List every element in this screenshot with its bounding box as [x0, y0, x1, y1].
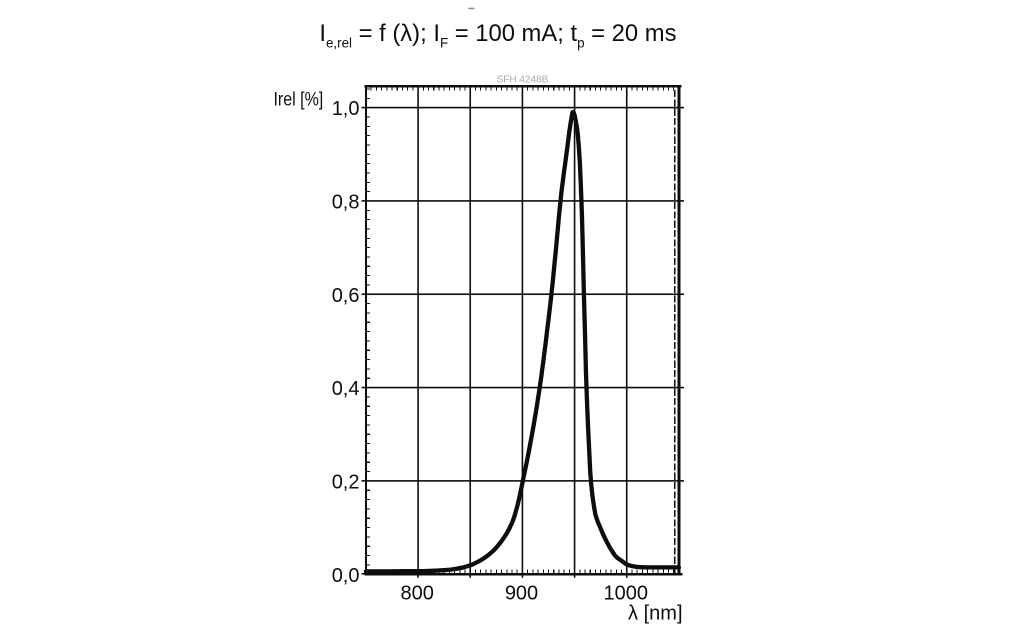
svg-text:Ie,rel = f (λ); IF = 100 mA; t: Ie,rel = f (λ); IF = 100 mA; tp = 20 ms	[319, 20, 676, 51]
svg-text:1,0: 1,0	[332, 98, 360, 120]
svg-text:0,8: 0,8	[332, 192, 360, 214]
svg-text:λ [nm]: λ [nm]	[628, 603, 682, 625]
svg-text:900: 900	[505, 583, 538, 605]
svg-text:0,2: 0,2	[332, 472, 360, 494]
svg-text:Irel [%]: Irel [%]	[274, 88, 324, 110]
svg-text:0,4: 0,4	[332, 378, 360, 400]
svg-text:0,6: 0,6	[332, 285, 360, 307]
svg-text:800: 800	[401, 583, 434, 605]
svg-text:SFH 4248B: SFH 4248B	[497, 74, 549, 85]
svg-text:0,0: 0,0	[332, 565, 360, 587]
svg-text:1000: 1000	[604, 583, 649, 605]
